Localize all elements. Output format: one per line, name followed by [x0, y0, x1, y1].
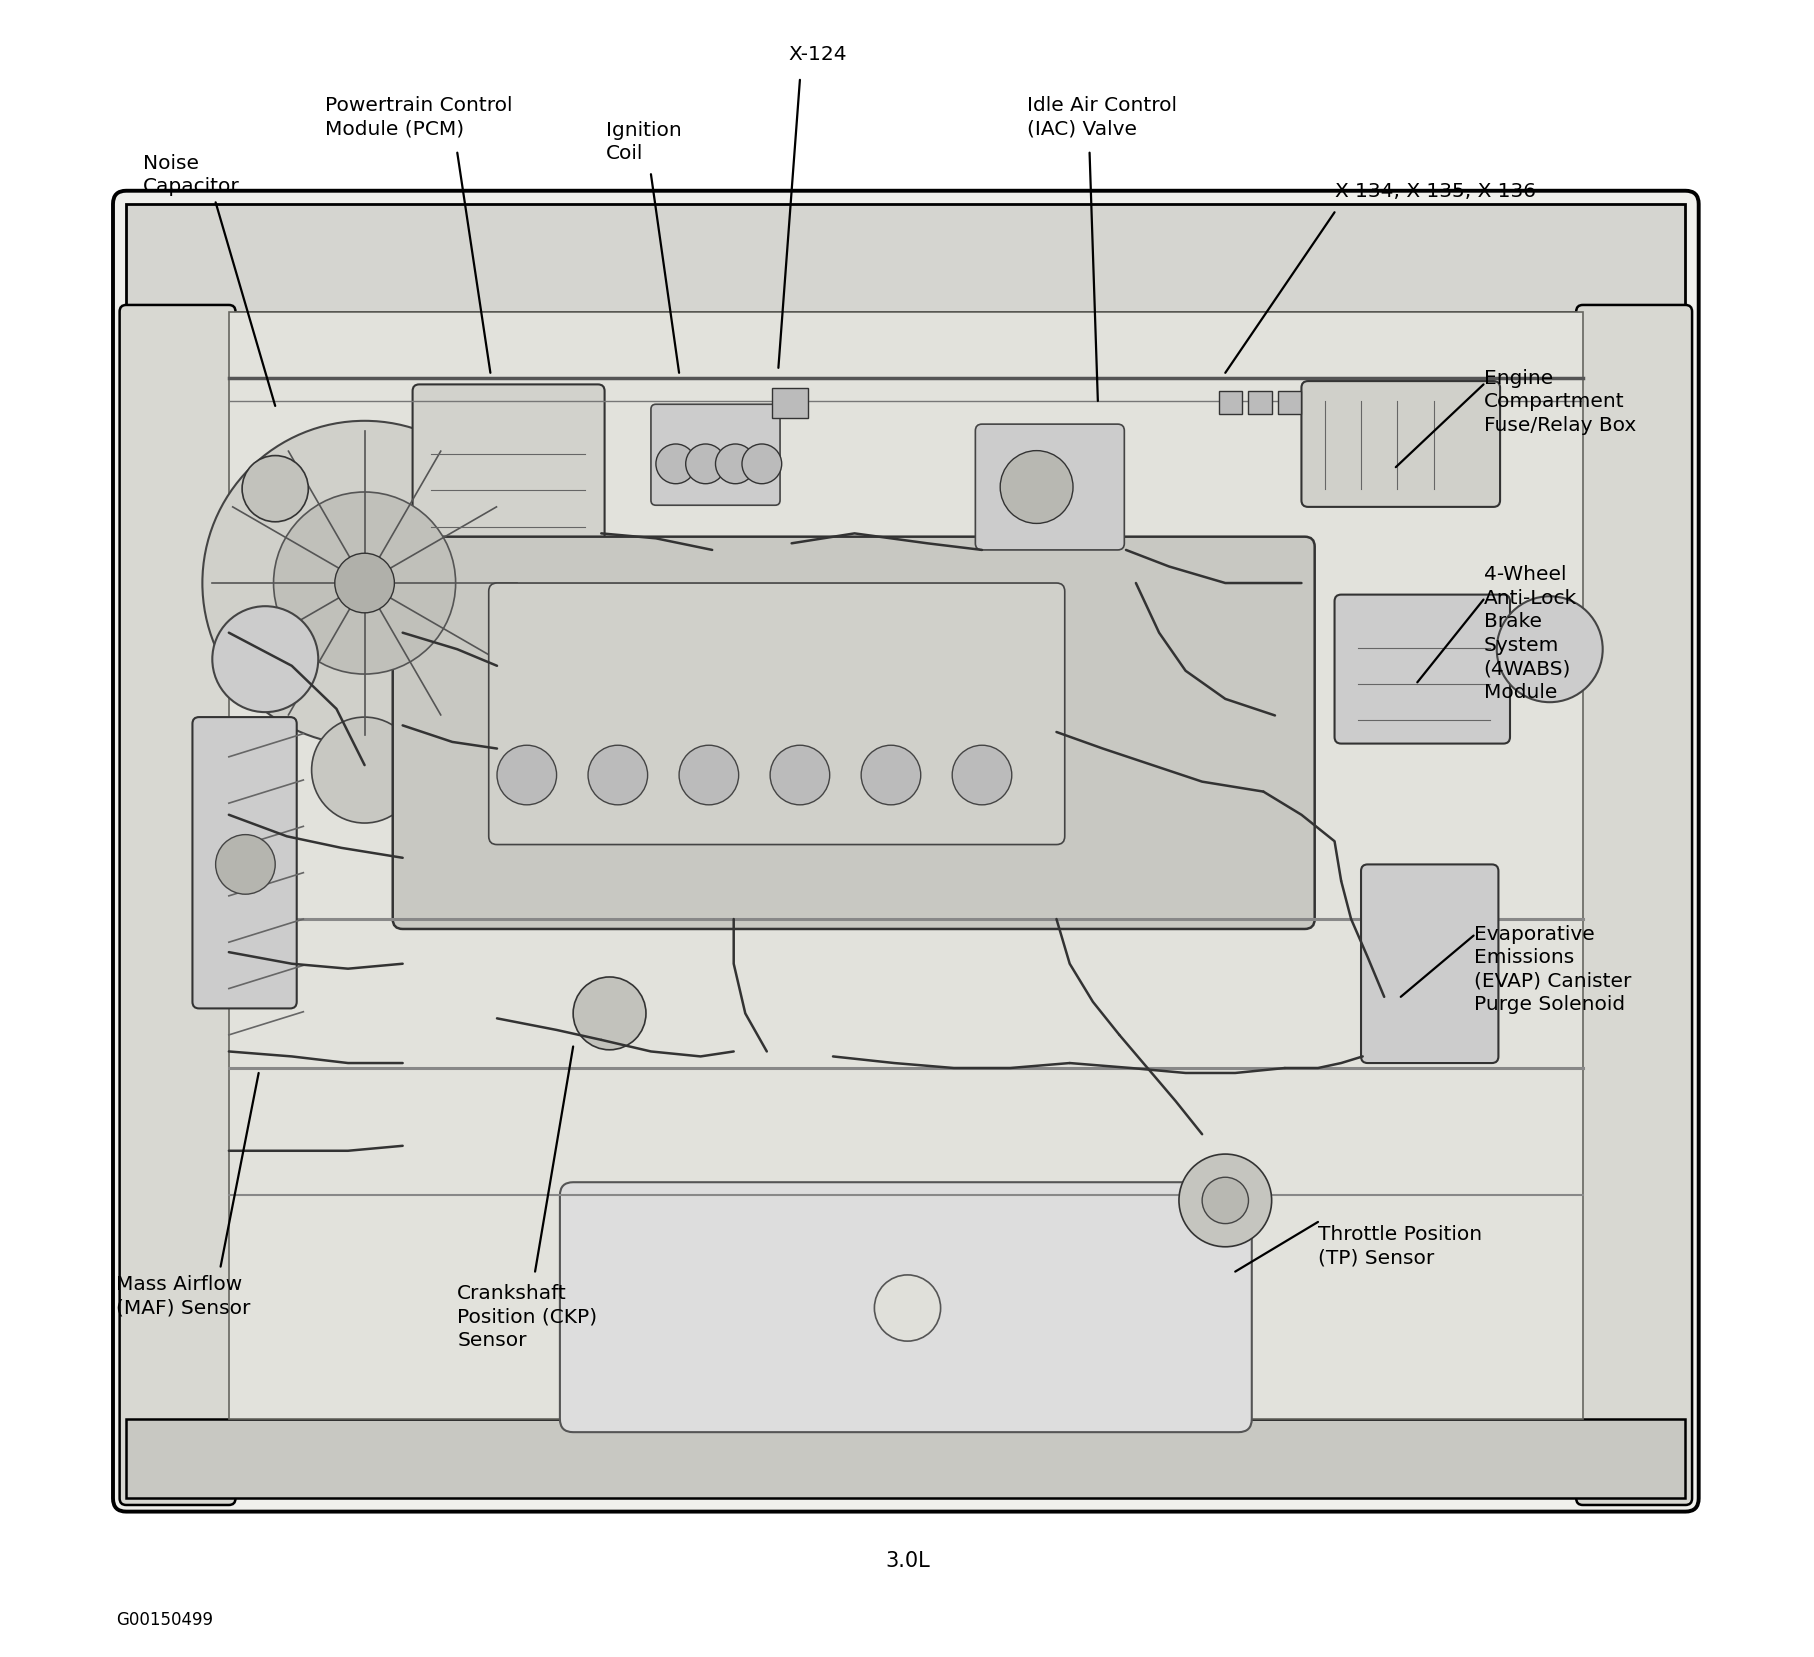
FancyBboxPatch shape: [192, 717, 296, 1009]
Text: 4-Wheel
Anti-Lock
Brake
System
(4WABS)
Module: 4-Wheel Anti-Lock Brake System (4WABS) M…: [1482, 565, 1576, 701]
FancyBboxPatch shape: [974, 424, 1123, 550]
Text: Powertrain Control
Module (PCM): Powertrain Control Module (PCM): [325, 96, 512, 139]
Circle shape: [715, 444, 755, 484]
Circle shape: [497, 746, 557, 805]
FancyBboxPatch shape: [1575, 307, 1691, 1505]
Circle shape: [334, 553, 394, 613]
Circle shape: [860, 746, 920, 805]
FancyBboxPatch shape: [1301, 381, 1498, 507]
Text: Throttle Position
(TP) Sensor: Throttle Position (TP) Sensor: [1317, 1225, 1482, 1266]
Bar: [771, 388, 807, 418]
Text: Idle Air Control
(IAC) Valve: Idle Air Control (IAC) Valve: [1027, 96, 1175, 139]
FancyBboxPatch shape: [651, 404, 780, 505]
FancyBboxPatch shape: [120, 307, 236, 1505]
Text: Ignition
Coil: Ignition Coil: [606, 121, 682, 164]
Text: Noise
Capacitor: Noise Capacitor: [143, 154, 239, 196]
Text: X-124: X-124: [787, 45, 847, 65]
Circle shape: [1000, 451, 1072, 524]
FancyBboxPatch shape: [488, 583, 1065, 845]
Circle shape: [952, 746, 1010, 805]
Circle shape: [678, 746, 738, 805]
FancyBboxPatch shape: [1333, 595, 1509, 744]
Bar: [229, 313, 1582, 1418]
Text: Evaporative
Emissions
(EVAP) Canister
Purge Solenoid: Evaporative Emissions (EVAP) Canister Pu…: [1473, 925, 1631, 1014]
Bar: [1277, 391, 1301, 414]
Circle shape: [203, 421, 526, 746]
Text: Mass Airflow
(MAF) Sensor: Mass Airflow (MAF) Sensor: [116, 1274, 250, 1316]
Circle shape: [874, 1276, 940, 1341]
Circle shape: [573, 978, 646, 1051]
Circle shape: [212, 606, 317, 713]
Text: X-134, X-135, X-136: X-134, X-135, X-136: [1333, 182, 1535, 200]
Circle shape: [216, 835, 276, 895]
FancyBboxPatch shape: [1360, 865, 1498, 1064]
Circle shape: [1497, 597, 1602, 703]
Text: 3.0L: 3.0L: [885, 1549, 929, 1569]
Text: Crankshaft
Position (CKP)
Sensor: Crankshaft Position (CKP) Sensor: [457, 1284, 597, 1349]
Text: Engine
Compartment
Fuse/Relay Box: Engine Compartment Fuse/Relay Box: [1482, 370, 1634, 434]
Bar: [127, 1418, 1685, 1498]
Text: G00150499: G00150499: [116, 1611, 214, 1629]
Bar: [1248, 391, 1272, 414]
Circle shape: [742, 444, 782, 484]
FancyBboxPatch shape: [559, 1183, 1252, 1432]
Circle shape: [312, 717, 417, 824]
Circle shape: [241, 456, 308, 522]
Circle shape: [1201, 1178, 1248, 1225]
Circle shape: [769, 746, 829, 805]
FancyBboxPatch shape: [412, 384, 604, 550]
FancyBboxPatch shape: [392, 537, 1313, 930]
Circle shape: [1179, 1155, 1272, 1248]
Circle shape: [686, 444, 726, 484]
Circle shape: [588, 746, 648, 805]
Circle shape: [655, 444, 695, 484]
Bar: [127, 205, 1685, 313]
FancyBboxPatch shape: [112, 192, 1698, 1511]
Bar: [1217, 391, 1241, 414]
Circle shape: [274, 492, 455, 674]
